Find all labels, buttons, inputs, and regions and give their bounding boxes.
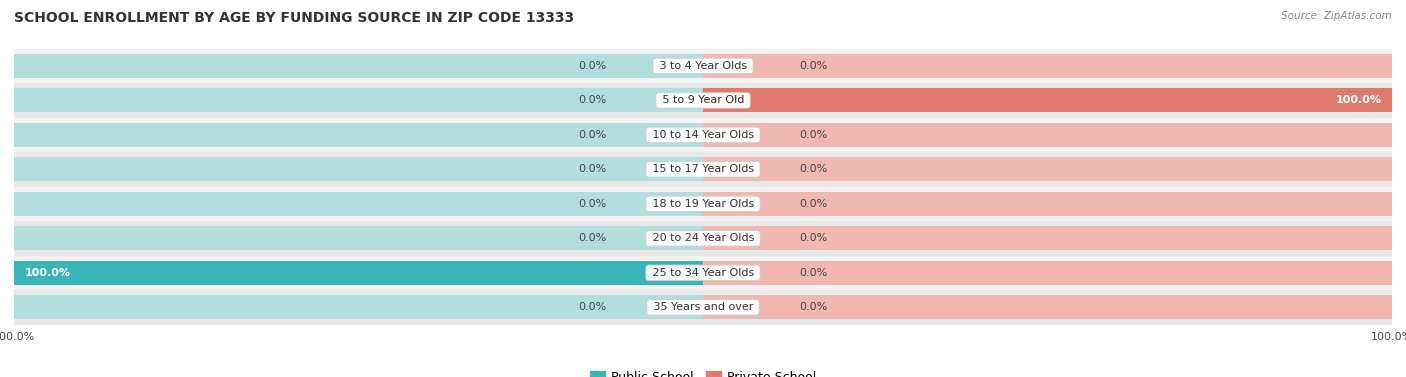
Text: Source: ZipAtlas.com: Source: ZipAtlas.com xyxy=(1281,11,1392,21)
Bar xyxy=(14,88,703,112)
Text: 0.0%: 0.0% xyxy=(800,302,828,312)
Bar xyxy=(14,152,1392,187)
Text: 100.0%: 100.0% xyxy=(24,268,70,278)
Bar xyxy=(14,157,703,181)
Bar xyxy=(14,256,1392,290)
Text: 100.0%: 100.0% xyxy=(1336,95,1382,106)
Bar xyxy=(14,83,1392,118)
Text: 35 Years and over: 35 Years and over xyxy=(650,302,756,312)
Text: 0.0%: 0.0% xyxy=(800,164,828,175)
Text: 10 to 14 Year Olds: 10 to 14 Year Olds xyxy=(648,130,758,140)
Bar xyxy=(14,192,703,216)
Text: 25 to 34 Year Olds: 25 to 34 Year Olds xyxy=(648,268,758,278)
Bar xyxy=(703,123,1392,147)
Text: 0.0%: 0.0% xyxy=(578,130,606,140)
Text: 0.0%: 0.0% xyxy=(800,61,828,71)
Text: SCHOOL ENROLLMENT BY AGE BY FUNDING SOURCE IN ZIP CODE 13333: SCHOOL ENROLLMENT BY AGE BY FUNDING SOUR… xyxy=(14,11,574,25)
Bar xyxy=(703,54,1392,78)
Bar xyxy=(703,88,1392,112)
Bar xyxy=(703,261,1392,285)
Text: 0.0%: 0.0% xyxy=(800,233,828,243)
Text: 0.0%: 0.0% xyxy=(578,61,606,71)
Bar xyxy=(703,88,1392,112)
Text: 0.0%: 0.0% xyxy=(800,130,828,140)
Text: 0.0%: 0.0% xyxy=(800,268,828,278)
Bar xyxy=(14,295,703,319)
Bar xyxy=(14,118,1392,152)
Bar xyxy=(14,261,703,285)
Bar xyxy=(703,157,1392,181)
Text: 5 to 9 Year Old: 5 to 9 Year Old xyxy=(658,95,748,106)
Text: 3 to 4 Year Olds: 3 to 4 Year Olds xyxy=(655,61,751,71)
Legend: Public School, Private School: Public School, Private School xyxy=(589,371,817,377)
Text: 20 to 24 Year Olds: 20 to 24 Year Olds xyxy=(648,233,758,243)
Text: 18 to 19 Year Olds: 18 to 19 Year Olds xyxy=(648,199,758,209)
Text: 15 to 17 Year Olds: 15 to 17 Year Olds xyxy=(648,164,758,175)
Text: 0.0%: 0.0% xyxy=(578,233,606,243)
Text: 0.0%: 0.0% xyxy=(578,302,606,312)
Bar xyxy=(14,123,703,147)
Text: 0.0%: 0.0% xyxy=(578,164,606,175)
Bar xyxy=(14,49,1392,83)
Bar xyxy=(14,54,703,78)
Text: 0.0%: 0.0% xyxy=(578,95,606,106)
Bar xyxy=(703,192,1392,216)
Bar xyxy=(14,261,703,285)
Bar xyxy=(14,221,1392,256)
Text: 0.0%: 0.0% xyxy=(578,199,606,209)
Bar xyxy=(703,295,1392,319)
Bar xyxy=(14,226,703,250)
Bar xyxy=(14,187,1392,221)
Bar xyxy=(14,290,1392,325)
Bar xyxy=(703,226,1392,250)
Text: 0.0%: 0.0% xyxy=(800,199,828,209)
